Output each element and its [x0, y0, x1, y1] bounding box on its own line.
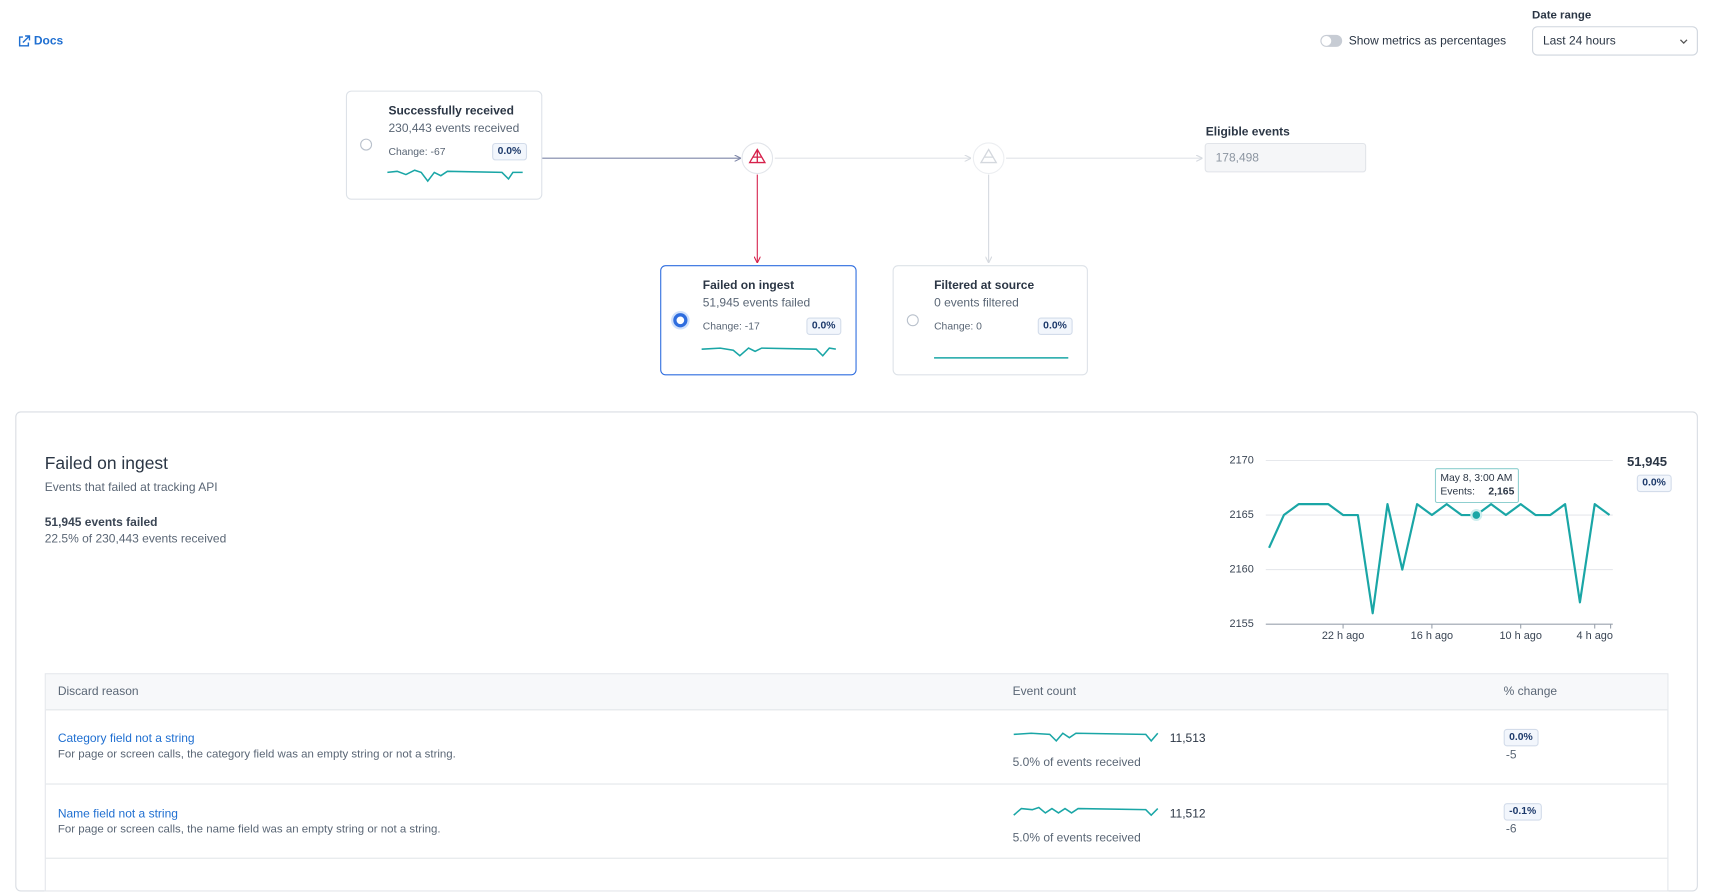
column-header: Event count [1012, 685, 1077, 699]
toggle[interactable] [1320, 34, 1343, 47]
card-change: Change: -67 [388, 146, 446, 159]
node-icon [979, 148, 998, 164]
chart: 2155 2160 2165 2170 22 h ago 16 h ago 10 h ago… [1230, 454, 1613, 642]
detail-share: 22.5% of 230,443 events received [44, 532, 227, 546]
card-count: 230,443 events received [388, 122, 520, 136]
reason-link[interactable]: Category field not a string [57, 732, 195, 746]
y-tick-label: 2160 [1230, 563, 1254, 575]
x-tick-label: 4 h ago [1577, 630, 1613, 642]
reason-link[interactable]: Name field not a string [57, 807, 178, 821]
row-badge: -0.1% [1503, 803, 1542, 821]
detail-count: 51,945 events failed [44, 516, 158, 530]
date-range-value: Last 24 hours [1542, 34, 1616, 49]
y-tick-label: 2170 [1230, 454, 1254, 466]
column-header: Discard reason [57, 685, 139, 699]
date-range-label: Date range [1532, 8, 1592, 22]
y-tick-label: 2165 [1230, 509, 1254, 521]
card-badge: 0.0% [806, 317, 841, 335]
card-sparkline [387, 169, 523, 183]
docs-link[interactable]: Docs [33, 34, 64, 49]
x-tick-label: 10 h ago [1499, 630, 1541, 642]
row-count: 11,512 [1169, 807, 1206, 821]
filter-node [972, 142, 1005, 175]
tooltip: May 8, 3:00 AM Events: 2,165 [1434, 468, 1519, 504]
detail-total: 51,945 [1626, 453, 1668, 470]
tooltip-value: 2,165 [1488, 485, 1515, 498]
row-change: -5 [1505, 748, 1517, 762]
y-tick-label: 2155 [1230, 618, 1254, 630]
page: Docs Show metrics as percentages Date ra… [15, 8, 1711, 892]
x-tick-label: 22 h ago [1322, 630, 1364, 642]
card-sparkline [934, 357, 1069, 359]
tooltip-title: May 8, 3:00 AM [1440, 472, 1513, 485]
card-change: Change: -17 [702, 320, 760, 333]
card-count: 0 events filtered [934, 296, 1019, 310]
column-header: % change [1503, 685, 1558, 699]
page-body: {"header": {"docs": "Docs", "toggle_labe… [15, 8, 1711, 892]
table-header [45, 674, 1668, 711]
card-count: 51,945 events failed [702, 296, 811, 310]
node-icon [748, 148, 767, 164]
x-tick-label: 16 h ago [1411, 630, 1453, 642]
card-sparkline [701, 347, 836, 357]
data-line [1268, 503, 1611, 615]
row-sparkline [1013, 806, 1159, 817]
row-share: 5.0% of events received [1012, 756, 1141, 770]
eligible-field: 178,498 [1204, 142, 1367, 173]
reason-description: For page or screen calls, the name field… [57, 822, 441, 836]
eligible-value: 178,498 [1215, 151, 1259, 165]
row-change: -6 [1505, 822, 1517, 836]
card-title: Successfully received [388, 104, 514, 118]
row-count: 11,513 [1169, 732, 1206, 746]
card-badge: 0.0% [1037, 317, 1073, 335]
external-icon [18, 35, 31, 47]
row-divider [45, 857, 1668, 859]
radio-selected[interactable] [673, 313, 688, 328]
row-badge: 0.0% [1503, 728, 1539, 747]
toggle-label: Show metrics as percentages [1348, 34, 1507, 49]
card-badge: 0.0% [492, 142, 527, 161]
radio[interactable] [906, 314, 919, 327]
reason-description: For page or screen calls, the category f… [57, 747, 456, 761]
row-sparkline [1013, 732, 1159, 743]
tooltip-label: Events: [1440, 485, 1475, 498]
chevron [1679, 39, 1688, 45]
row-share: 5.0% of events received [1012, 831, 1141, 845]
date-range-select[interactable]: Last 24 hours [1532, 26, 1698, 56]
detail-subtitle: Events that failed at tracking API [44, 481, 218, 495]
card-title: Failed on ingest [702, 279, 795, 293]
radio[interactable] [360, 138, 373, 151]
card-change: Change: 0 [934, 320, 982, 333]
row-divider [45, 783, 1668, 785]
eligible-label: Eligible events [1205, 125, 1290, 139]
card-title: Filtered at source [934, 279, 1035, 293]
flow-lines [541, 142, 1711, 868]
hover-point [1470, 509, 1483, 522]
detail-title: Failed on ingest [44, 455, 169, 474]
detail-badge: 0.0% [1636, 474, 1672, 493]
